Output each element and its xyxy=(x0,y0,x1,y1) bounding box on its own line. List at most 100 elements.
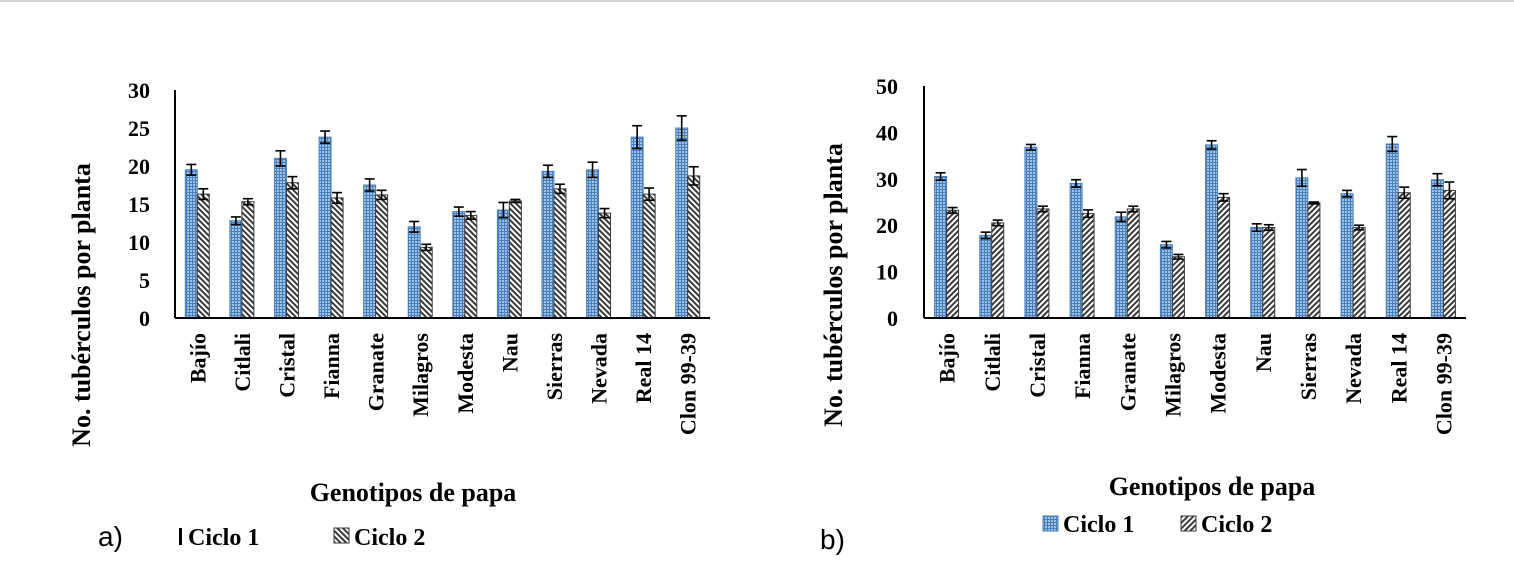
chart-a-x-tick-label: Granate xyxy=(364,333,389,411)
chart-b-bar-1-8 xyxy=(1295,177,1309,319)
chart-b-x-tick-label: Granate xyxy=(1115,333,1140,411)
chart-b-error-bar-1-8 xyxy=(1296,168,1307,188)
chart-b-bar-1-7 xyxy=(1250,227,1264,319)
chart-a-error-bar-1-6 xyxy=(453,206,464,217)
chart-a-error-bar-1-0 xyxy=(186,163,197,176)
chart-a-legend-label-ciclo-2: Ciclo 2 xyxy=(354,525,425,551)
chart-a-error-bar-1-4 xyxy=(364,178,375,192)
chart-a-error-bar-2-6 xyxy=(465,210,476,220)
chart-a-error-bar-1-11 xyxy=(676,115,687,141)
chart-a-x-tick-label: Bajío xyxy=(185,333,210,383)
chart-b-error-bar-2-1 xyxy=(992,219,1003,227)
chart-a-legend-swatch-ciclo-1 xyxy=(179,528,182,545)
chart-a-y-tick-label: 20 xyxy=(128,154,150,179)
chart-b-bar-2-2 xyxy=(1036,208,1050,319)
chart-a-x-tick-label: Fianna xyxy=(319,333,344,399)
chart-a-x-tick-label: Clon 99-39 xyxy=(676,333,701,435)
chart-a-bar-2-8 xyxy=(553,188,567,319)
chart-a-legend-swatch-ciclo-2 xyxy=(333,527,350,544)
chart-b-panel-label: b) xyxy=(820,524,845,555)
top-border xyxy=(0,0,1514,2)
chart-b-legend-swatch-ciclo-1 xyxy=(1042,515,1059,532)
chart-a-error-bar-1-2 xyxy=(275,150,286,167)
chart-b-y-tick-label: 50 xyxy=(876,74,898,99)
chart-b-bar-2-8 xyxy=(1307,202,1321,319)
chart-b-error-bar-1-7 xyxy=(1251,223,1262,233)
chart-b: No. tubérculos por planta Genotipos de p… xyxy=(819,74,1466,555)
chart-b-bar-2-7 xyxy=(1262,227,1276,319)
chart-b-error-bar-2-9 xyxy=(1354,224,1365,231)
chart-b-x-tick-label: Sierras xyxy=(1296,333,1321,401)
chart-a-bar-1-5 xyxy=(407,226,421,319)
chart-b-legend-label-ciclo-2: Ciclo 2 xyxy=(1201,512,1272,538)
chart-a-y-axis-label: No. tubérculos por planta xyxy=(67,163,96,447)
chart-a-error-bar-1-10 xyxy=(632,124,643,150)
chart-a-bar-1-6 xyxy=(452,211,466,319)
chart-b-bar-2-1 xyxy=(991,222,1005,319)
chart-a-y-tick-label: 15 xyxy=(128,192,150,217)
chart-a-bar-2-4 xyxy=(375,194,389,319)
chart-a-bar-2-1 xyxy=(241,201,255,319)
chart-a-bar-2-11 xyxy=(687,175,701,319)
chart-b-x-tick-label: Milagros xyxy=(1160,333,1185,417)
chart-a-bar-1-7 xyxy=(496,209,510,319)
chart-a-x-tick-label: Modesta xyxy=(453,333,478,414)
chart-b-error-bar-1-2 xyxy=(1025,143,1036,151)
chart-b-x-tick-label: Cristal xyxy=(1025,333,1050,398)
chart-b-bar-1-9 xyxy=(1340,193,1354,319)
chart-b-error-bar-2-11 xyxy=(1444,181,1455,200)
chart-a-x-tick-label: Nau xyxy=(497,333,522,372)
chart-a-bar-1-8 xyxy=(541,170,555,319)
chart-b-x-tick-label: Citlali xyxy=(980,333,1005,392)
chart-a-y-tick-label: 10 xyxy=(128,230,150,255)
chart-a-x-tick-label: Milagros xyxy=(408,333,433,417)
chart-b-error-bar-1-0 xyxy=(935,171,946,181)
chart-a-error-bar-1-1 xyxy=(230,216,241,226)
chart-b-error-bar-1-5 xyxy=(1161,240,1172,249)
chart-b-bar-1-2 xyxy=(1024,146,1038,319)
chart-b-x-tick-label: Clon 99-39 xyxy=(1431,333,1456,435)
chart-a-bar-1-0 xyxy=(184,169,198,319)
chart-b-error-bar-2-0 xyxy=(947,206,958,214)
chart-b-error-bar-2-7 xyxy=(1263,223,1274,232)
chart-a-panel-label: a) xyxy=(98,521,123,552)
chart-b-x-tick-label: Nevada xyxy=(1341,333,1366,404)
chart-a-y-tick-label: 0 xyxy=(139,306,150,331)
chart-a-bar-2-6 xyxy=(464,214,478,319)
chart-b-error-bar-1-9 xyxy=(1342,189,1353,198)
chart-a-bar-1-1 xyxy=(229,220,243,319)
chart-b-x-tick-label: Fianna xyxy=(1070,333,1095,399)
chart-b-bar-1-5 xyxy=(1159,244,1173,319)
chart-b-bar-1-3 xyxy=(1069,182,1083,319)
chart-a-error-bar-2-4 xyxy=(376,189,387,201)
chart-b-y-tick-label: 40 xyxy=(876,120,898,145)
chart-b-error-bar-2-2 xyxy=(1037,205,1048,213)
chart-a-error-bar-2-3 xyxy=(332,191,343,205)
chart-a-error-bar-1-7 xyxy=(498,201,509,219)
chart-b-bar-1-11 xyxy=(1430,179,1444,319)
chart-b-error-bar-1-4 xyxy=(1116,211,1127,223)
chart-b-x-tick-label: Nau xyxy=(1251,333,1276,372)
chart-b-x-tick-label: Modesta xyxy=(1206,333,1231,414)
chart-b-bar-2-3 xyxy=(1081,213,1095,319)
chart-a-x-axis-label: Genotipos de papa xyxy=(310,478,517,507)
chart-b-bar-1-10 xyxy=(1385,143,1399,319)
chart-a: No. tubérculos por planta Genotipos de p… xyxy=(67,78,710,552)
chart-a-bar-2-2 xyxy=(285,182,299,319)
chart-a-y-tick-label: 25 xyxy=(128,116,150,141)
chart-a-bar-2-5 xyxy=(419,246,433,319)
chart-b-error-bar-1-10 xyxy=(1387,135,1398,153)
chart-b-bar-1-0 xyxy=(934,175,948,319)
chart-b-bar-1-6 xyxy=(1205,144,1219,319)
chart-a-legend-label-ciclo-1: Ciclo 1 xyxy=(188,525,259,551)
chart-a-bar-2-7 xyxy=(508,200,522,319)
chart-a-bar-1-9 xyxy=(586,169,600,319)
chart-b-x-axis-label: Genotipos de papa xyxy=(1109,472,1316,501)
chart-a-x-tick-label: Nevada xyxy=(587,333,612,404)
chart-b-error-bar-1-11 xyxy=(1432,172,1443,187)
chart-b-y-tick-label: 10 xyxy=(876,260,898,285)
chart-a-y-tick-label: 5 xyxy=(139,268,150,293)
chart-a-error-bar-2-7 xyxy=(510,198,521,204)
chart-a-error-bar-1-9 xyxy=(587,161,598,179)
